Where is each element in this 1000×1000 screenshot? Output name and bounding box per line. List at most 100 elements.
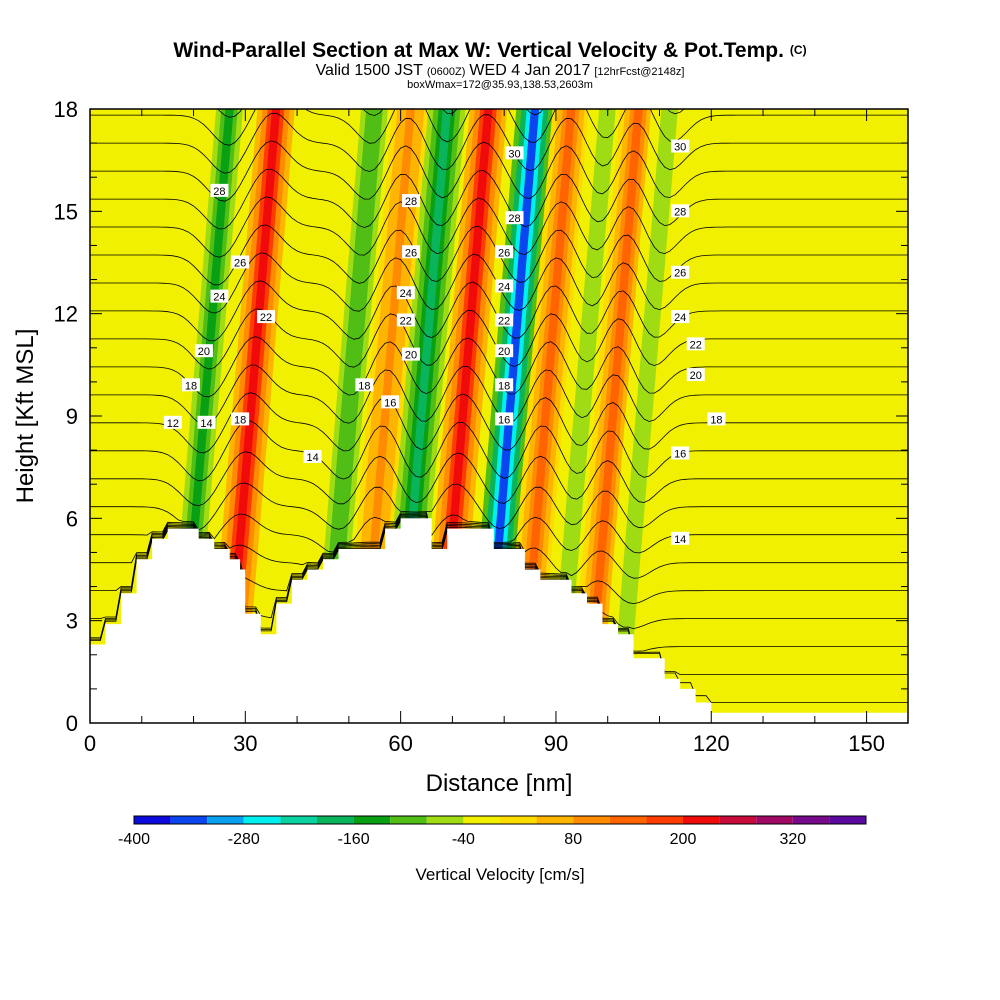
contour-label: 14 <box>303 449 322 464</box>
x-tick-label: 60 <box>388 731 412 756</box>
title-block: Wind-Parallel Section at Max W: Vertical… <box>173 39 806 91</box>
contour-label: 18 <box>707 412 726 426</box>
contour-label-text: 22 <box>498 315 510 327</box>
contour-label-text: 18 <box>358 380 370 392</box>
theta-contour-13 <box>90 516 908 630</box>
contour-label: 22 <box>686 337 705 351</box>
y-tick-label: 18 <box>54 97 78 122</box>
y-tick-label: 3 <box>66 609 78 634</box>
colorbar-tick-label: -160 <box>338 831 370 848</box>
theta-contour-20 <box>90 392 908 454</box>
y-tick-label: 15 <box>54 199 78 224</box>
theta-contour-31 <box>90 109 908 146</box>
colorbar-tick-label: -280 <box>228 831 260 848</box>
contour-label: 20 <box>401 347 420 362</box>
contour-label: 18 <box>355 378 374 392</box>
x-tick-label: 150 <box>848 731 885 756</box>
y-tick-label: 12 <box>54 302 78 327</box>
contour-label: 20 <box>495 344 514 358</box>
colorbar-swatch <box>829 816 866 824</box>
x-tick-label: 120 <box>693 731 730 756</box>
theta-contour-16 <box>90 512 908 554</box>
contour-labels: 28 26 24 22 20 18 14 12 18 14 18 16 28 26 24 22 20 30 28 26… <box>163 139 726 546</box>
colorbar-tick-label: 320 <box>779 831 806 848</box>
colorbar-swatch <box>207 816 244 824</box>
colorbar-swatch <box>463 816 500 824</box>
theta-contour-28 <box>90 168 908 230</box>
valid-time-line: Valid 1500 JST (0600Z) WED 4 Jan 2017 [12hr… <box>316 62 685 79</box>
velocity-band-10-level-3 <box>614 109 674 723</box>
y-tick-label: 0 <box>66 711 78 736</box>
contour-label-text: 18 <box>710 414 722 426</box>
colorbar-swatch <box>536 816 574 824</box>
contour-label: 22 <box>495 313 514 327</box>
colorbar-label: Vertical Velocity [cm/s] <box>415 865 584 884</box>
colorbar-swatch <box>390 816 427 824</box>
box-info: boxWmax=172@35.93,138.53,2603m <box>407 79 593 91</box>
colorbar-swatch <box>426 816 464 824</box>
colorbar-swatch <box>609 816 647 824</box>
contour-label-text: 22 <box>260 312 272 324</box>
colorbar-swatch <box>280 816 317 824</box>
contour-label: 28 <box>210 183 229 198</box>
contour-label-text: 26 <box>234 258 246 270</box>
contour-label-text: 22 <box>400 315 412 327</box>
colorbar-swatch <box>683 816 720 824</box>
contour-label-text: 18 <box>234 414 246 426</box>
contour-label-text: 12 <box>167 418 179 430</box>
colorbar-swatch <box>353 816 391 824</box>
theta-contour-17 <box>90 482 908 531</box>
contour-label-text: 14 <box>674 534 686 546</box>
x-tick-label: 30 <box>233 731 257 756</box>
contour-label-text: 20 <box>498 346 510 358</box>
contour-label-text: 16 <box>674 449 686 461</box>
theta-contour-30 <box>90 112 908 174</box>
contour-label: 12 <box>163 415 182 430</box>
contour-label-text: 14 <box>200 418 212 430</box>
contour-label: 14 <box>197 415 216 430</box>
contour-label-text: 14 <box>306 452 318 464</box>
colorbar-tick-label: 80 <box>564 831 582 848</box>
y-axis-label: Height [Kft MSL] <box>12 329 39 504</box>
theta-contour-32 <box>217 109 685 118</box>
contour-label-text: 20 <box>690 370 702 382</box>
contour-label: 20 <box>194 344 213 358</box>
colorbar-swatch <box>719 816 757 824</box>
colorbar-swatch <box>243 816 281 824</box>
contour-label-text: 30 <box>508 148 520 160</box>
colorbar-swatch <box>646 816 683 824</box>
velocity-band-8-level-3 <box>552 109 612 723</box>
colorbar-swatch <box>500 816 537 824</box>
colorbar-tick-label: -40 <box>452 831 475 848</box>
contour-label: 26 <box>401 245 420 259</box>
colorbar-swatch <box>756 816 793 824</box>
colorbar-swatch <box>317 816 354 824</box>
contour-label: 30 <box>671 139 690 154</box>
contour-label: 24 <box>396 286 415 300</box>
x-axis-label: Distance [nm] <box>426 770 573 797</box>
theta-contour-27 <box>90 196 908 258</box>
contour-label: 26 <box>671 265 690 280</box>
contour-label-text: 26 <box>674 268 686 280</box>
contour-label-text: 24 <box>674 312 686 324</box>
contour-label-text: 24 <box>498 281 510 293</box>
contour-label: 18 <box>231 412 250 426</box>
contour-label: 28 <box>505 211 524 225</box>
contour-label-text: 22 <box>690 339 702 351</box>
contour-label: 22 <box>396 313 415 327</box>
colorbar-swatch <box>792 816 830 824</box>
contour-label: 14 <box>671 531 690 546</box>
contour-label-text: 28 <box>674 206 686 218</box>
contour-label: 28 <box>401 194 420 208</box>
contour-label: 26 <box>495 245 514 259</box>
x-tick-label: 90 <box>544 731 568 756</box>
contour-label: 16 <box>671 446 690 461</box>
y-axis: 0 3 6 9 12 15 18 <box>54 97 908 736</box>
contour-label: 26 <box>231 255 250 270</box>
theta-contour-18 <box>90 451 908 507</box>
contour-label: 22 <box>257 310 276 324</box>
contour-label-text: 28 <box>405 196 417 208</box>
y-tick-label: 6 <box>66 506 78 531</box>
colorbar-frame <box>133 815 867 825</box>
